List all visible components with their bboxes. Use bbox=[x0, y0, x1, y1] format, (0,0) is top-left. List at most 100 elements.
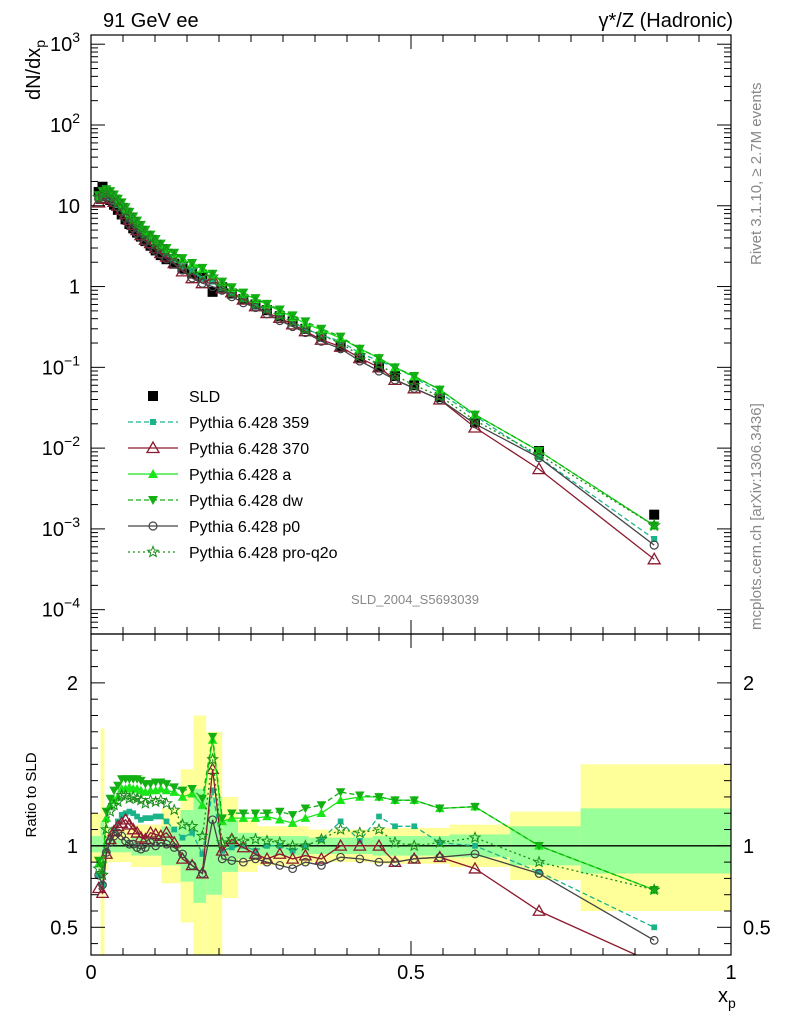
point-pdw bbox=[116, 198, 127, 208]
ratio-point-p370 bbox=[91, 881, 106, 894]
ratio-point-pdw bbox=[169, 783, 179, 792]
legend-marker-p359 bbox=[150, 419, 156, 425]
ratio-point-p359 bbox=[276, 842, 283, 849]
ratio-line-pq2o bbox=[98, 759, 655, 891]
legend-label-pp0: Pythia 6.428 p0 bbox=[189, 519, 300, 536]
point-pp0 bbox=[161, 254, 172, 264]
ratio-point-p370 bbox=[352, 838, 367, 851]
ratio-point-pq2o bbox=[433, 835, 447, 848]
legend-marker-pp0 bbox=[148, 521, 158, 531]
ratio-point-pdw bbox=[275, 807, 285, 817]
ratio-series-pp0 bbox=[94, 815, 659, 945]
ratio-point-pp0 bbox=[124, 839, 134, 849]
ratio-point-pq2o bbox=[176, 817, 189, 831]
ratio-point-pp0 bbox=[355, 854, 365, 864]
point-p370 bbox=[184, 270, 200, 284]
point-pq2o bbox=[388, 368, 402, 381]
point-pdw bbox=[169, 248, 180, 258]
ratio-line-pp0 bbox=[98, 819, 655, 941]
ratio-point-pdw bbox=[105, 794, 115, 804]
ratio-series-pa bbox=[93, 735, 659, 894]
ratio-point-p370 bbox=[153, 829, 168, 841]
legend-item-p359: Pythia 6.428 359 bbox=[128, 415, 309, 432]
ratio-series-pq2o bbox=[92, 752, 661, 896]
ratio-point-pdw bbox=[300, 804, 311, 814]
main-y-tick-label: 10 bbox=[58, 196, 80, 218]
point-pq2o bbox=[260, 301, 274, 315]
ratio-axes: 0.5 0.5 1 1 2 2 0 0.5 1 bbox=[50, 634, 771, 984]
ratio-xlabel-main: x bbox=[718, 985, 728, 1007]
ratio-point-p370 bbox=[468, 861, 482, 874]
ratio-point-p370 bbox=[272, 846, 287, 859]
legend-label-pq2o: Pythia 6.428 pro-q2o bbox=[189, 545, 338, 562]
ratio-point-pp0 bbox=[470, 849, 480, 859]
ratio-point-p370 bbox=[95, 886, 110, 899]
point-p359 bbox=[318, 332, 325, 339]
legend-item-pdw: Pythia 6.428 dw bbox=[128, 493, 303, 510]
ratio-point-p370 bbox=[532, 903, 546, 916]
point-pq2o bbox=[175, 257, 190, 270]
point-pq2o bbox=[372, 356, 386, 370]
ratio-point-p370 bbox=[122, 817, 137, 830]
ratio-point-pp0 bbox=[336, 852, 346, 862]
ratio-point-pdw bbox=[534, 842, 544, 851]
ratio-point-p359 bbox=[472, 842, 478, 849]
series-SLD bbox=[93, 181, 660, 520]
legend-item-pa: Pythia 6.428 a bbox=[128, 467, 291, 484]
ratio-point-p359 bbox=[138, 816, 144, 823]
ratio-series-pdw bbox=[93, 732, 659, 895]
ratio-point-p359 bbox=[252, 847, 259, 854]
ratio-point-pq2o bbox=[154, 793, 168, 806]
ratio-point-p359 bbox=[392, 823, 398, 830]
legend-item-p370: Pythia 6.428 370 bbox=[128, 440, 309, 458]
ratio-point-pq2o bbox=[160, 796, 173, 809]
point-pq2o bbox=[468, 413, 482, 427]
rivet-label: Rivet 3.1.10, ≥ 2.7M events bbox=[748, 83, 765, 266]
point-pdw bbox=[135, 220, 146, 230]
ratio-point-p359 bbox=[376, 813, 382, 820]
ratio-point-p359 bbox=[199, 851, 206, 857]
ratio-point-pa bbox=[316, 808, 327, 818]
ratio-point-p370 bbox=[130, 825, 144, 838]
point-p359 bbox=[209, 278, 216, 285]
point-pq2o bbox=[167, 249, 181, 263]
main-y-tick-label: 10−2 bbox=[42, 433, 80, 460]
point-pq2o bbox=[647, 518, 661, 532]
ratio-point-pq2o bbox=[273, 835, 287, 848]
ratio-point-p359 bbox=[126, 808, 133, 815]
ratio-point-pa bbox=[156, 784, 166, 793]
series-line-pp0 bbox=[98, 195, 655, 546]
point-p370 bbox=[531, 461, 547, 475]
ratio-point-pp0 bbox=[178, 849, 187, 859]
ratio-point-pdw bbox=[177, 786, 188, 796]
series-line-pq2o bbox=[98, 191, 655, 527]
point-pp0 bbox=[197, 278, 207, 288]
point-pq2o bbox=[185, 262, 199, 276]
ratio-xlabel-sub: p bbox=[728, 995, 736, 1011]
ratio-point-pq2o bbox=[144, 793, 157, 806]
ratio-point-p359 bbox=[111, 826, 117, 833]
ratio-point-pp0 bbox=[390, 857, 400, 867]
point-pp0 bbox=[187, 273, 197, 283]
point-pq2o bbox=[333, 336, 348, 349]
point-pq2o bbox=[273, 308, 287, 322]
ratio-panel: 0.5 0.5 1 1 2 2 0 0.5 1 bbox=[50, 633, 771, 984]
ratio-point-pa bbox=[287, 818, 298, 827]
ratio-point-pp0 bbox=[98, 880, 107, 890]
point-pq2o bbox=[118, 202, 133, 216]
ratio-point-pq2o bbox=[315, 832, 328, 845]
ratio-y-tick-label-left: 2 bbox=[67, 673, 78, 695]
point-pp0 bbox=[300, 327, 310, 338]
ratio-point-pp0 bbox=[140, 843, 150, 852]
ratio-point-pp0 bbox=[105, 838, 115, 847]
point-pp0 bbox=[262, 309, 272, 319]
ratio-point-p370 bbox=[314, 851, 329, 864]
point-pp0 bbox=[169, 259, 179, 269]
ratio-point-pa bbox=[335, 795, 346, 805]
main-y-tick-label: 10−1 bbox=[42, 352, 80, 379]
ratio-point-pq2o bbox=[334, 822, 347, 835]
ratio-point-p370 bbox=[285, 851, 300, 864]
ratio-x-tick-label: 1 bbox=[725, 962, 736, 984]
ratio-point-pdw bbox=[136, 776, 146, 786]
